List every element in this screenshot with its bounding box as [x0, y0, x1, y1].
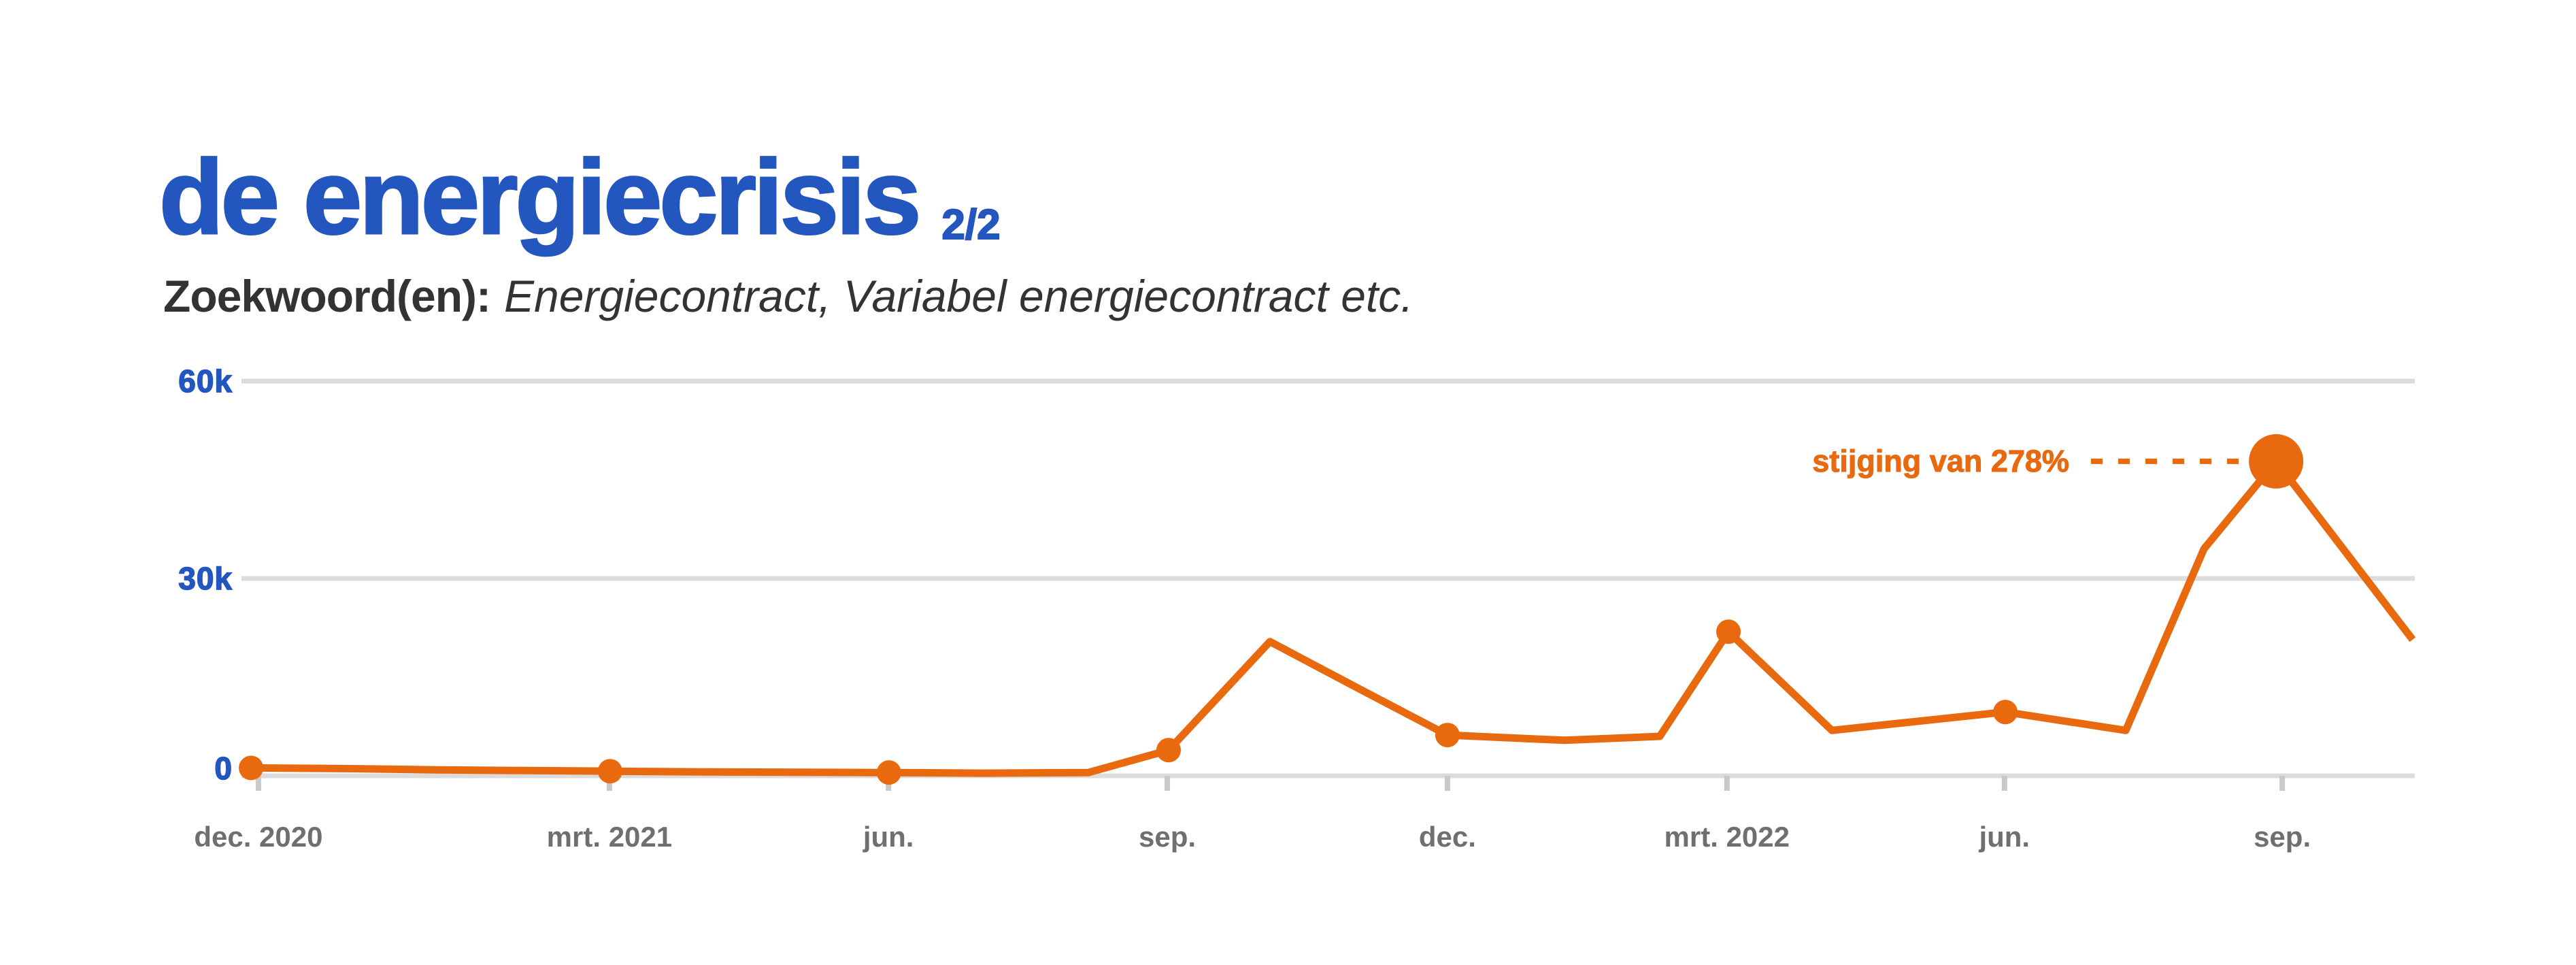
data-point-dec. 2020 [239, 755, 264, 781]
y-axis-label-30k: 30k [178, 560, 233, 597]
data-point-mrt. 2022 [1716, 619, 1741, 644]
x-axis-label: dec. 2020 [194, 821, 323, 853]
x-axis-label: sep. [2254, 821, 2311, 853]
page-title: de energiecrisis 2/2 [158, 143, 1001, 250]
subtitle-keywords: Energiecontract, Variabel energiecontrac… [503, 271, 1414, 321]
y-axis-label-60k: 60k [178, 363, 233, 399]
page-title-text: de energiecrisis [158, 137, 922, 256]
data-point-jun. 2021 [876, 760, 901, 785]
gridlines [241, 378, 2415, 779]
y-axis-label-0: 0 [214, 750, 233, 787]
data-point-dec. 2021 [1435, 723, 1460, 748]
series [251, 457, 2416, 777]
peak-data-point-sep. 2022 [2249, 434, 2304, 489]
series-line [251, 457, 2416, 777]
x-axis-label: jun. [863, 821, 914, 853]
subtitle-label: Zoekwoord(en): [163, 271, 491, 321]
data-point-jun. 2022 [1993, 700, 2018, 725]
x-axis-label: jun. [1979, 821, 2030, 853]
data-point-mrt. 2021 [597, 759, 622, 784]
subtitle: Zoekwoord(en): Energiecontract, Variabel … [163, 274, 1414, 318]
annotation-text: stijging van 278% [1812, 443, 2070, 478]
x-axis-label: mrt. 2021 [546, 821, 673, 853]
page-title-suffix: 2/2 [941, 201, 1001, 248]
data-point-dots [239, 434, 2304, 785]
x-axis-label: dec. [1418, 821, 1476, 853]
x-axis-label: sep. [1139, 821, 1197, 853]
x-axis-label: mrt. 2022 [1664, 821, 1790, 853]
data-point-sep. 2021 [1156, 738, 1181, 763]
